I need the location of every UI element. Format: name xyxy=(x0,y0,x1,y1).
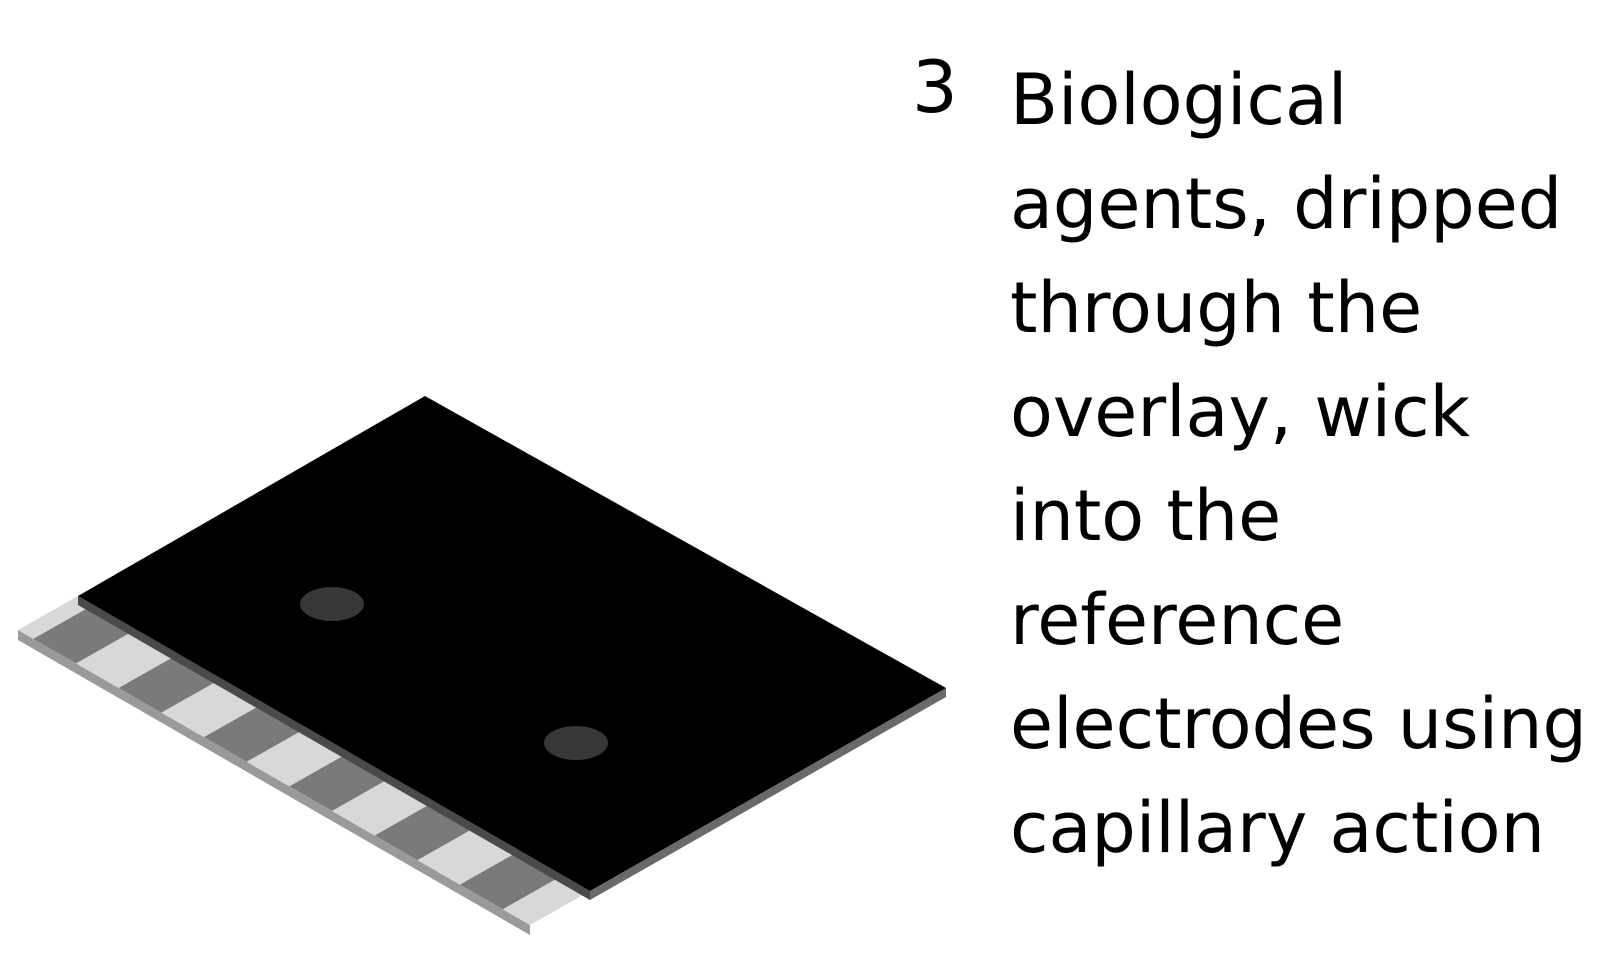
substrate-edge xyxy=(18,630,530,935)
drip-hole-left xyxy=(300,587,364,621)
sensor-illustration xyxy=(18,396,946,935)
caption-line: electrodes using xyxy=(1010,683,1587,765)
caption-line: agents, dripped xyxy=(1010,163,1563,245)
caption-line: through the xyxy=(1010,267,1423,349)
caption-line: into the xyxy=(1010,475,1282,557)
overlay-edge xyxy=(78,596,590,900)
overlay-sheet xyxy=(78,396,946,891)
step-caption: Biological agents, dripped through the o… xyxy=(1010,48,1595,880)
drip-hole-right xyxy=(544,726,608,760)
caption-line: capillary action xyxy=(1010,787,1545,869)
caption-line: Biological xyxy=(1010,59,1348,141)
overlay-edge-right xyxy=(590,688,946,900)
step-number: 3 xyxy=(912,45,958,129)
caption-line: reference xyxy=(1010,579,1345,661)
caption-line: overlay, wick xyxy=(1010,371,1471,453)
